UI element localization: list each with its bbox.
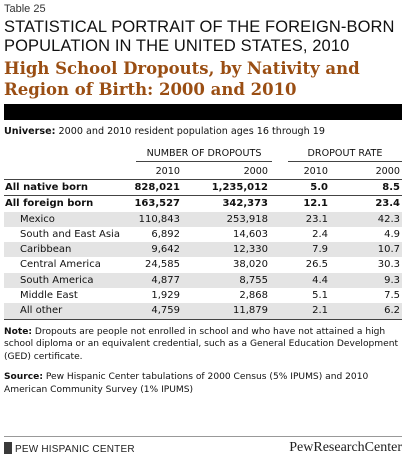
cell: 4,759: [151, 305, 180, 317]
cell: 2.1: [312, 305, 328, 317]
row-label: South and East Asia: [20, 228, 120, 240]
table-bottom-rule: [4, 318, 402, 320]
source-text: Pew Hispanic Center tabulations of 2000 …: [4, 372, 369, 395]
universe-line: Universe: 2000 and 2010 resident populat…: [4, 126, 402, 140]
row-label: Central America: [20, 259, 101, 271]
cell: 24,585: [145, 259, 180, 271]
row-label: All other: [20, 305, 63, 317]
pew-hispanic-text: PEW HISPANIC CENTER: [15, 444, 135, 455]
cell: 8,755: [239, 274, 268, 286]
table-source: Source: Pew Hispanic Center tabulations …: [4, 371, 402, 396]
cell: 7.9: [312, 244, 328, 256]
header-dropout-rate: DROPOUT RATE: [288, 148, 402, 162]
header-number-of-dropouts: NUMBER OF DROPOUTS: [136, 148, 272, 162]
cell: 2.4: [312, 228, 328, 240]
table-row: South and East Asia 6,892 14,603 2.4 4.9: [4, 227, 402, 242]
table-title: High School Dropouts, by Nativity and Re…: [4, 59, 360, 99]
year-header-row: 2010 2000 2010 2000: [4, 164, 402, 180]
cell: 2,868: [239, 290, 268, 302]
logo-mark-icon: [4, 442, 12, 454]
cell: 342,373: [222, 198, 268, 210]
universe-label: Universe:: [4, 126, 56, 137]
cell: 8.5: [382, 182, 400, 193]
cell: 12,330: [233, 244, 268, 256]
table-row: All other 4,759 11,879 2.1 6.2: [4, 303, 402, 319]
cell: 23.1: [305, 213, 328, 225]
cell: 38,020: [233, 259, 268, 271]
table-row: All foreign born 163,527 342,373 12.1 23…: [4, 195, 402, 211]
pew-research-logo: PewResearchCenter: [289, 440, 402, 455]
table-row: Mexico 110,843 253,918 23.1 42.3: [4, 211, 402, 227]
cell: 42.3: [377, 213, 400, 225]
note-text: Dropouts are people not enrolled in scho…: [4, 326, 399, 362]
cell: 6,892: [151, 228, 180, 240]
table-row: Middle East 1,929 2,868 5.1 7.5: [4, 288, 402, 303]
cell: 110,843: [138, 213, 180, 225]
title-bar: [4, 104, 402, 120]
cell: 4.9: [384, 228, 400, 240]
cell: 5.0: [310, 182, 328, 193]
row-label: Caribbean: [20, 244, 72, 256]
row-label: Middle East: [20, 290, 78, 302]
header-year: 2010: [303, 166, 328, 177]
table-row: South America 4,877 8,755 4.4 9.3: [4, 272, 402, 289]
table-row: Central America 24,585 38,020 26.5 30.3: [4, 257, 402, 272]
footer: PEW HISPANIC CENTER PewResearchCenter: [4, 436, 402, 459]
row-label: All native born: [5, 182, 89, 193]
cell: 9,642: [151, 244, 180, 256]
cell: 12.1: [303, 198, 328, 210]
table-container: Table 25 STATISTICAL PORTRAIT OF THE FOR…: [4, 0, 402, 396]
universe-text: 2000 and 2010 resident population ages 1…: [55, 126, 325, 137]
header-year: 2010: [155, 166, 180, 177]
cell: 163,527: [134, 198, 180, 210]
row-label: Mexico: [20, 213, 55, 225]
cell: 7.5: [384, 290, 400, 302]
cell: 9.3: [384, 274, 400, 286]
header-year: 2000: [243, 166, 268, 177]
table-number: Table 25: [4, 3, 46, 15]
cell: 6.2: [384, 305, 400, 317]
cell: 11,879: [233, 305, 268, 317]
table-row: Caribbean 9,642 12,330 7.9 10.7: [4, 242, 402, 258]
cell: 253,918: [226, 213, 268, 225]
note-label: Note:: [4, 326, 33, 337]
cell: 30.3: [377, 259, 400, 271]
table-note: Note: Dropouts are people not enrolled i…: [4, 326, 402, 364]
cell: 828,021: [134, 182, 180, 193]
row-label: South America: [20, 274, 94, 286]
group-header-row: NUMBER OF DROPOUTS DROPOUT RATE: [4, 146, 402, 164]
cell: 1,929: [151, 290, 180, 302]
cell: 23.4: [375, 198, 400, 210]
source-label: Source:: [4, 372, 43, 383]
row-label: All foreign born: [5, 198, 94, 210]
super-title: STATISTICAL PORTRAIT OF THE FOREIGN-BORN…: [4, 18, 395, 55]
cell: 14,603: [233, 228, 268, 240]
cell: 4.4: [312, 274, 328, 286]
cell: 10.7: [377, 244, 400, 256]
cell: 1,235,012: [211, 182, 268, 193]
table-row: All native born 828,021 1,235,012 5.0 8.…: [4, 180, 402, 195]
cell: 5.1: [312, 290, 328, 302]
pew-hispanic-logo: PEW HISPANIC CENTER: [4, 442, 135, 455]
header-year: 2000: [375, 166, 400, 177]
cell: 26.5: [305, 259, 328, 271]
cell: 4,877: [151, 274, 180, 286]
